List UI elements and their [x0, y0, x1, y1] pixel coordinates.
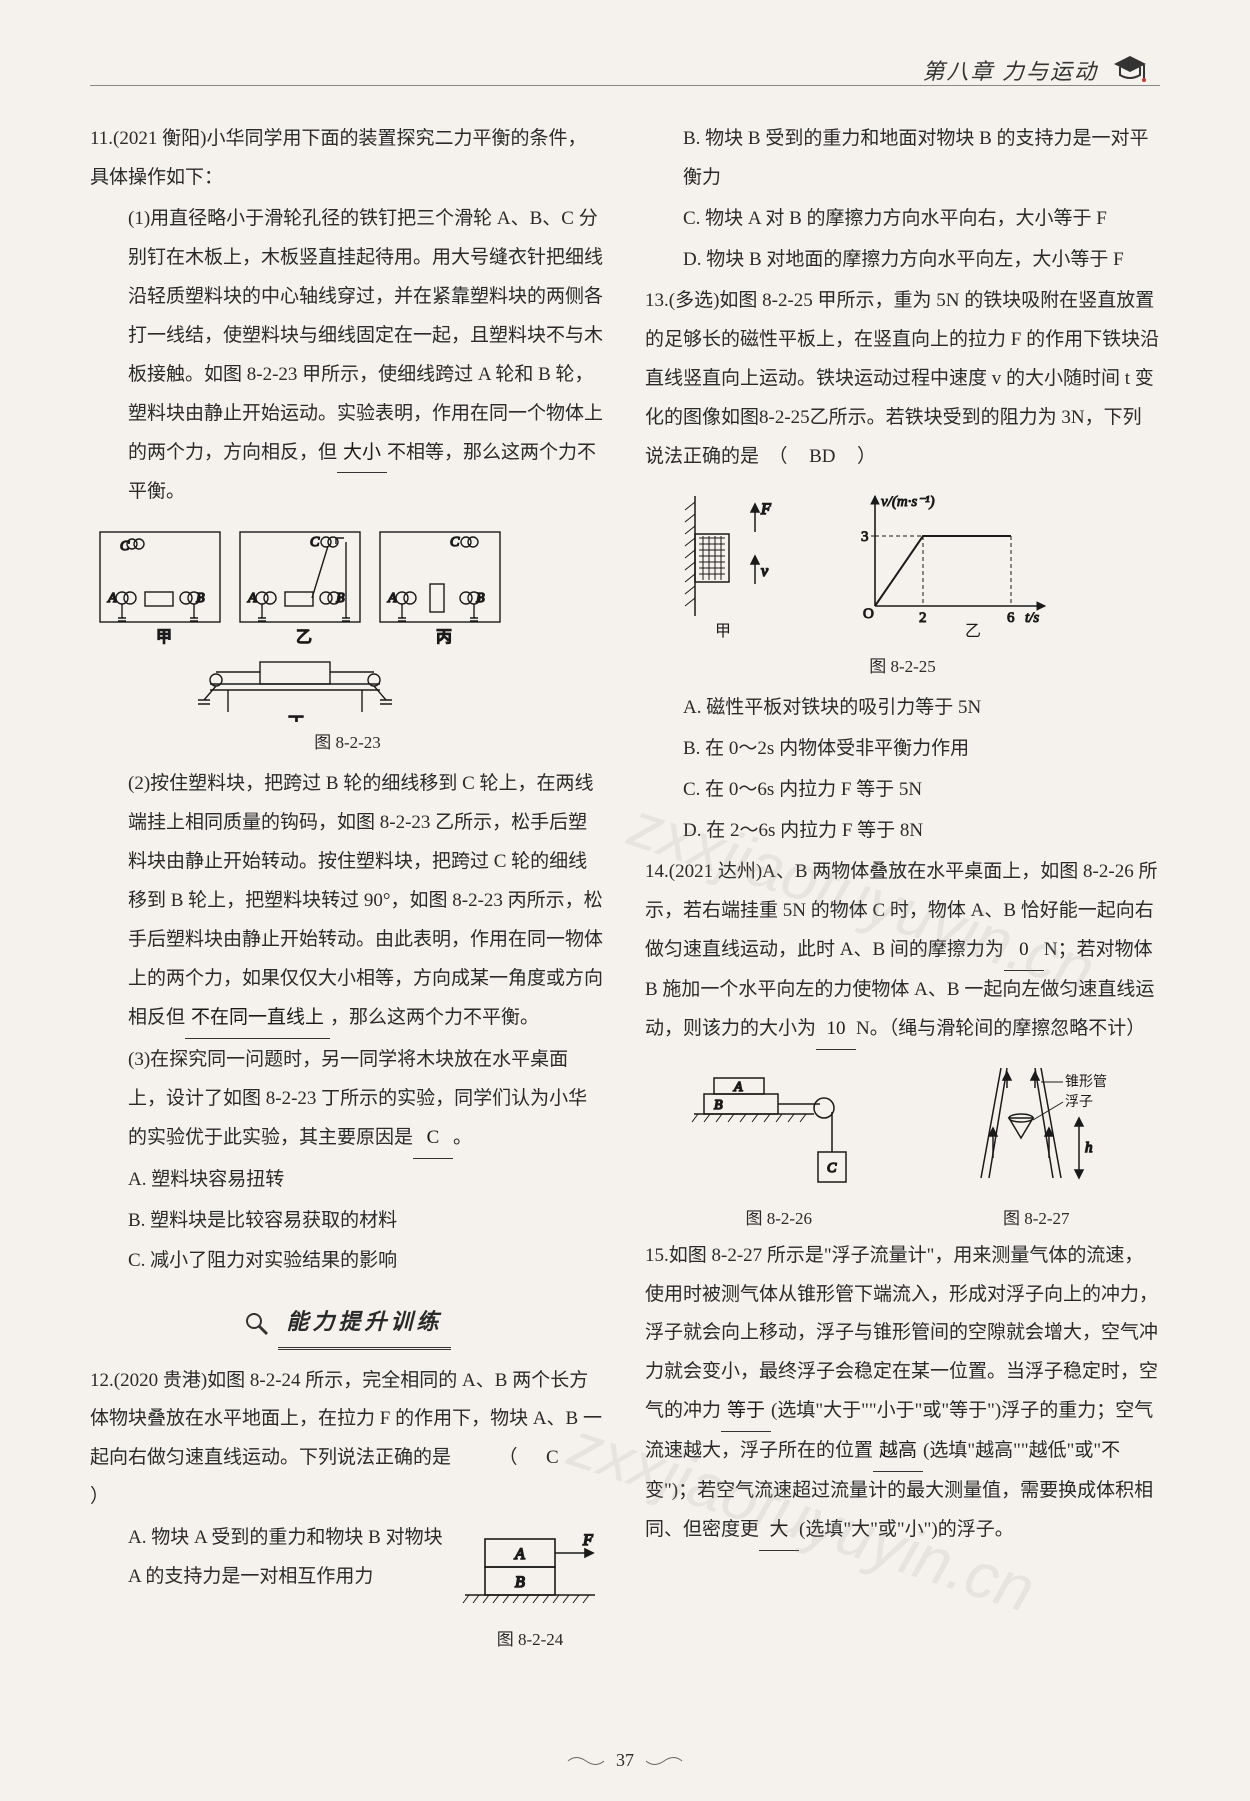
magnifier-icon [244, 1311, 270, 1337]
question-15: 15.如图 8-2-27 所示是"浮子流量计"，用来测量气体的流速，使用时被测气… [645, 1237, 1160, 1552]
q15-blank1: 等于 [721, 1392, 771, 1432]
q11-source: (2021 衡阳) [113, 128, 206, 149]
q15-body-d: (选填"大"或"小")的浮子。 [799, 1519, 1014, 1540]
q11-part2-a: (2)按住塑料块，把跨过 B 轮的细线移到 C 轮上，在两线端挂上相同质量的钩码… [128, 773, 603, 1028]
q11-option-a: A. 塑料块容易扭转 [90, 1161, 605, 1200]
svg-text:C: C [310, 535, 320, 550]
q12-option-d: D. 物块 B 对地面的摩擦力方向水平向左，大小等于 F [645, 241, 1160, 280]
q11-blank1: 大小 [337, 434, 387, 474]
two-column-content: 11.(2021 衡阳)小华同学用下面的装置探究二力平衡的条件，具体操作如下： … [90, 120, 1160, 1658]
svg-text:C: C [450, 535, 460, 550]
q12-number: 12. [90, 1370, 114, 1391]
q13-option-a: A. 磁性平板对铁块的吸引力等于 5N [645, 689, 1160, 728]
q12-source: (2020 贵港) [114, 1370, 207, 1391]
left-column: 11.(2021 衡阳)小华同学用下面的装置探究二力平衡的条件，具体操作如下： … [90, 120, 605, 1658]
q11-blank3: C [413, 1119, 453, 1159]
q15-number: 15. [645, 1245, 669, 1266]
figure-8-2-26-27: A B [645, 1058, 1160, 1237]
question-11: 11.(2021 衡阳)小华同学用下面的装置探究二力平衡的条件，具体操作如下： … [90, 120, 605, 1281]
page-deco-left-icon [566, 1754, 606, 1768]
page-header: 第八章 力与运动 [922, 50, 1150, 90]
svg-text:6: 6 [1007, 610, 1015, 626]
svg-text:浮子: 浮子 [1065, 1094, 1093, 1110]
figure-8-2-24-label: 图 8-2-24 [455, 1623, 605, 1658]
question-12: 12.(2020 贵港)如图 8-2-24 所示，完全相同的 A、B 两个长方体… [90, 1362, 605, 1659]
svg-text:F: F [760, 501, 771, 518]
figure-8-2-26-label: 图 8-2-26 [684, 1202, 874, 1237]
q11-number: 11. [90, 128, 113, 149]
figure-8-2-23-label: 图 8-2-23 [90, 726, 605, 761]
svg-text:A: A [514, 1546, 525, 1563]
q11-part2-b: ，那么这两个力不平衡。 [330, 1007, 539, 1028]
right-column: B. 物块 B 受到的重力和地面对物块 B 的支持力是一对平衡力 C. 物块 A… [645, 120, 1160, 1658]
svg-text:甲: 甲 [156, 629, 172, 646]
svg-text:丙: 丙 [436, 629, 452, 646]
svg-text:A: A [733, 1080, 743, 1095]
q12-option-b: B. 物块 B 受到的重力和地面对物块 B 的支持力是一对平衡力 [645, 120, 1160, 198]
q13-body: 如图 8-2-25 甲所示，重为 5N 的铁块吸附在竖直放置的足够长的磁性平板上… [645, 290, 1159, 467]
q15-blank3: 大 [759, 1511, 799, 1551]
figure-8-2-25-label: 图 8-2-25 [645, 650, 1160, 685]
svg-text:O: O [863, 606, 874, 622]
q14-body-c: N。（绳与滑轮间的摩擦忽略不计） [856, 1018, 1145, 1039]
q11-part1-a: (1)用直径略小于滑轮孔径的铁钉把三个滑轮 A、B、C 分别钉在木板上，木板竖直… [128, 208, 603, 463]
q13-option-c: C. 在 0～6s 内拉力 F 等于 5N [645, 771, 1160, 810]
chapter-title: 第八章 力与运动 [922, 54, 1098, 86]
q11-option-c: C. 减小了阻力对实验结果的影响 [90, 1242, 605, 1281]
q13-answer: BD [792, 438, 852, 477]
question-12-continued: B. 物块 B 受到的重力和地面对物块 B 的支持力是一对平衡力 C. 物块 A… [645, 120, 1160, 280]
header-rule [90, 85, 1160, 86]
figure-8-2-23: C A B 甲 C [90, 522, 605, 761]
svg-text:丁: 丁 [288, 715, 304, 722]
q12-answer: C [522, 1439, 582, 1478]
q14-source: (2021 达州) [669, 861, 762, 882]
figure-8-2-27-label: 图 8-2-27 [951, 1202, 1121, 1237]
q13-source: (多选) [669, 290, 720, 311]
banner-text: 能力提升训练 [278, 1299, 450, 1349]
question-13: 13.(多选)如图 8-2-25 甲所示，重为 5N 的铁块吸附在竖直放置的足够… [645, 282, 1160, 851]
q11-part3-a: (3)在探究同一问题时，另一同学将木块放在水平桌面上，设计了如图 8-2-23 … [128, 1049, 587, 1148]
page-number-text: 37 [616, 1750, 634, 1771]
svg-text:t/s: t/s [1025, 610, 1039, 626]
q13-number: 13. [645, 290, 669, 311]
page-deco-right-icon [644, 1754, 684, 1768]
q13-sub-jia: 甲 [715, 623, 731, 640]
q14-blank1: 0 [1004, 931, 1044, 971]
q13-sub-yi: 乙 [965, 623, 981, 640]
svg-text:B: B [714, 1098, 723, 1113]
graduation-cap-icon [1110, 50, 1150, 90]
q11-option-b: B. 塑料块是比较容易获取的材料 [90, 1202, 605, 1241]
q11-blank2: 不在同一直线上 [185, 999, 330, 1039]
svg-text:B: B [515, 1574, 525, 1591]
svg-text:2: 2 [919, 610, 927, 626]
page-number: 37 [566, 1750, 684, 1771]
svg-text:C: C [827, 1161, 837, 1176]
q15-blank2: 越高 [873, 1432, 923, 1472]
q11-part3-b: 。 [453, 1127, 472, 1148]
figure-8-2-25: F v 甲 v/(m·s⁻¹) t/s [645, 486, 1160, 685]
q13-option-d: D. 在 2～6s 内拉力 F 等于 8N [645, 812, 1160, 851]
svg-text:锥形管: 锥形管 [1065, 1074, 1107, 1090]
svg-text:F: F [582, 1532, 593, 1549]
figure-8-2-24: A B F [455, 1519, 605, 1658]
svg-text:v/(m·s⁻¹): v/(m·s⁻¹) [881, 494, 935, 510]
question-14: 14.(2021 达州)A、B 两物体叠放在水平桌面上，如图 8-2-26 所示… [645, 853, 1160, 1237]
section-banner: 能力提升训练 [90, 1299, 605, 1349]
svg-text:3: 3 [861, 529, 869, 545]
q13-option-b: B. 在 0～2s 内物体受非平衡力作用 [645, 730, 1160, 769]
svg-text:h: h [1085, 1140, 1093, 1156]
svg-text:乙: 乙 [296, 629, 312, 646]
svg-text:v: v [761, 563, 769, 580]
q12-option-c: C. 物块 A 对 B 的摩擦力方向水平向右，大小等于 F [645, 200, 1160, 239]
q14-blank2: 10 [816, 1010, 856, 1050]
q14-number: 14. [645, 861, 669, 882]
